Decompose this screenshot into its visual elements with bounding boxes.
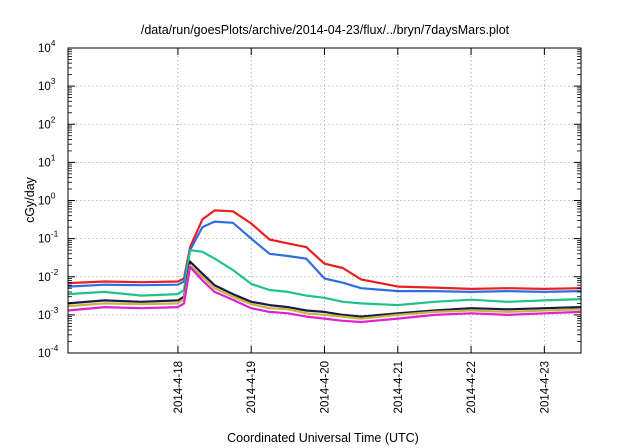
y-tick-base: 10 bbox=[38, 43, 51, 55]
y-tick-exponent: 2 bbox=[51, 114, 56, 124]
y-tick-base: 10 bbox=[38, 196, 51, 208]
y-tick-label: 10-4 bbox=[38, 343, 59, 360]
y-tick-base: 10 bbox=[38, 272, 51, 284]
y-tick-label: 101 bbox=[38, 152, 56, 169]
x-tick-label: 2014-4-20 bbox=[320, 361, 332, 413]
grid bbox=[68, 48, 581, 353]
x-tick-label: 2014-4-18 bbox=[173, 361, 185, 413]
x-tick-label: 2014-4-19 bbox=[246, 361, 258, 413]
y-tick-label: 103 bbox=[38, 76, 56, 93]
series-layer bbox=[67, 209, 582, 324]
chart-title: /data/run/goesPlots/archive/2014-04-23/f… bbox=[141, 23, 510, 37]
series-line-6 bbox=[67, 265, 582, 324]
y-tick-base: 10 bbox=[38, 119, 51, 131]
series-line-5 bbox=[67, 264, 582, 320]
y-tick-base: 10 bbox=[38, 348, 51, 360]
y-tick-label: 100 bbox=[38, 191, 56, 208]
y-tick-exponent: 1 bbox=[51, 152, 56, 162]
y-tick-label: 102 bbox=[38, 114, 56, 131]
series-line-3 bbox=[67, 249, 582, 307]
series-line-4 bbox=[67, 260, 582, 318]
y-axis-label: cGy/day bbox=[23, 176, 37, 223]
x-tick-label: 2014-4-22 bbox=[466, 361, 478, 413]
tick-marks bbox=[68, 47, 581, 354]
y-tick-label: 104 bbox=[38, 38, 56, 55]
x-tick-label: 2014-4-21 bbox=[393, 361, 405, 413]
x-tick-label: 2014-4-23 bbox=[539, 361, 551, 413]
y-tick-exponent: -2 bbox=[51, 267, 59, 277]
y-tick-exponent: 4 bbox=[51, 38, 56, 48]
y-tick-label: 10-3 bbox=[38, 305, 59, 322]
y-tick-exponent: 0 bbox=[51, 191, 56, 201]
x-axis-label: Coordinated Universal Time (UTC) bbox=[227, 431, 419, 445]
y-tick-label: 10-2 bbox=[38, 267, 59, 284]
y-tick-label: 10-1 bbox=[38, 229, 59, 246]
y-tick-base: 10 bbox=[38, 310, 51, 322]
y-tick-exponent: -3 bbox=[51, 305, 59, 315]
y-tick-exponent: -4 bbox=[51, 343, 59, 353]
y-tick-exponent: 3 bbox=[51, 76, 56, 86]
y-tick-base: 10 bbox=[38, 234, 51, 246]
y-tick-base: 10 bbox=[38, 157, 51, 169]
y-tick-base: 10 bbox=[38, 81, 51, 93]
y-tick-exponent: -1 bbox=[51, 229, 59, 239]
series-line-2 bbox=[67, 220, 582, 293]
series-line-1 bbox=[67, 209, 582, 290]
x-tick-labels: 2014-4-18 2014-4-19 2014-4-20 2014-4-21 2014… bbox=[173, 361, 551, 413]
